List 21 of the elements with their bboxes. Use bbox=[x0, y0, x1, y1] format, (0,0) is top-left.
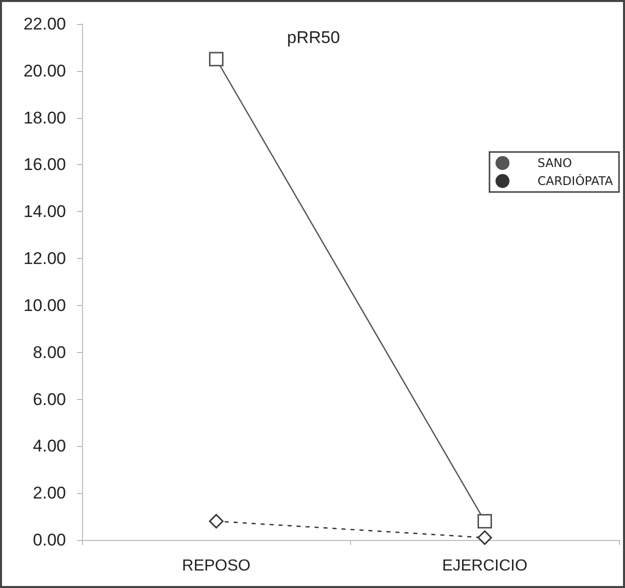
y-tick-label: 18.00 bbox=[23, 108, 66, 128]
y-tick-label: 8.00 bbox=[32, 342, 66, 362]
y-tick-label: 22.00 bbox=[23, 14, 66, 34]
y-tick-label: 20.00 bbox=[23, 61, 66, 80]
y-tick-label: 16.00 bbox=[23, 155, 66, 174]
point bbox=[209, 52, 224, 66]
legend-label: CARDIÓPATA bbox=[537, 173, 614, 188]
y-tick-label: 10.00 bbox=[23, 296, 66, 315]
y-tick-label: 0.00 bbox=[32, 530, 66, 550]
y-tick-label: 2.00 bbox=[32, 484, 66, 503]
point bbox=[478, 514, 492, 528]
y-tick-label: 12.00 bbox=[23, 249, 66, 268]
x-tick-label: EJERCICIO bbox=[442, 558, 528, 574]
chart-title: pRR50 bbox=[287, 28, 340, 47]
x-tick-label: REPOSO bbox=[182, 558, 250, 574]
point bbox=[478, 530, 492, 545]
y-tick-label: 4.00 bbox=[32, 436, 66, 456]
y-tick-label: 14.00 bbox=[23, 202, 66, 222]
y-tick-label: 6.00 bbox=[32, 390, 66, 409]
point bbox=[209, 514, 224, 528]
legend-label: SANO bbox=[537, 156, 572, 170]
